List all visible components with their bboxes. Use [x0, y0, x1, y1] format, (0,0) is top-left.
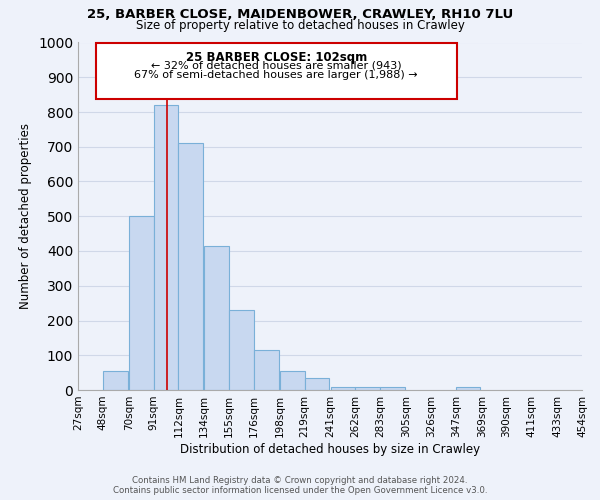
Bar [456, 386, 481, 390]
X-axis label: Distribution of detached houses by size in Crawley: Distribution of detached houses by size … [180, 442, 480, 456]
Text: Size of property relative to detached houses in Crawley: Size of property relative to detached ho… [136, 19, 464, 32]
Y-axis label: Number of detached properties: Number of detached properties [19, 123, 32, 309]
Bar [154, 105, 178, 390]
Text: 67% of semi-detached houses are larger (1,988) →: 67% of semi-detached houses are larger (… [134, 70, 418, 81]
FancyBboxPatch shape [96, 43, 457, 99]
Text: Contains HM Land Registry data © Crown copyright and database right 2024.
Contai: Contains HM Land Registry data © Crown c… [113, 476, 487, 495]
Text: 25 BARBER CLOSE: 102sqm: 25 BARBER CLOSE: 102sqm [185, 51, 367, 64]
Bar [355, 386, 380, 390]
Bar [280, 371, 305, 390]
Bar [204, 246, 229, 390]
Bar [229, 310, 254, 390]
Text: 25, BARBER CLOSE, MAIDENBOWER, CRAWLEY, RH10 7LU: 25, BARBER CLOSE, MAIDENBOWER, CRAWLEY, … [87, 8, 513, 20]
Text: ← 32% of detached houses are smaller (943): ← 32% of detached houses are smaller (94… [151, 61, 401, 71]
Bar [331, 386, 355, 390]
Bar [178, 144, 203, 390]
Bar [254, 350, 278, 390]
Bar [380, 386, 405, 390]
Bar [129, 216, 154, 390]
Bar [103, 371, 128, 390]
Bar [305, 378, 329, 390]
